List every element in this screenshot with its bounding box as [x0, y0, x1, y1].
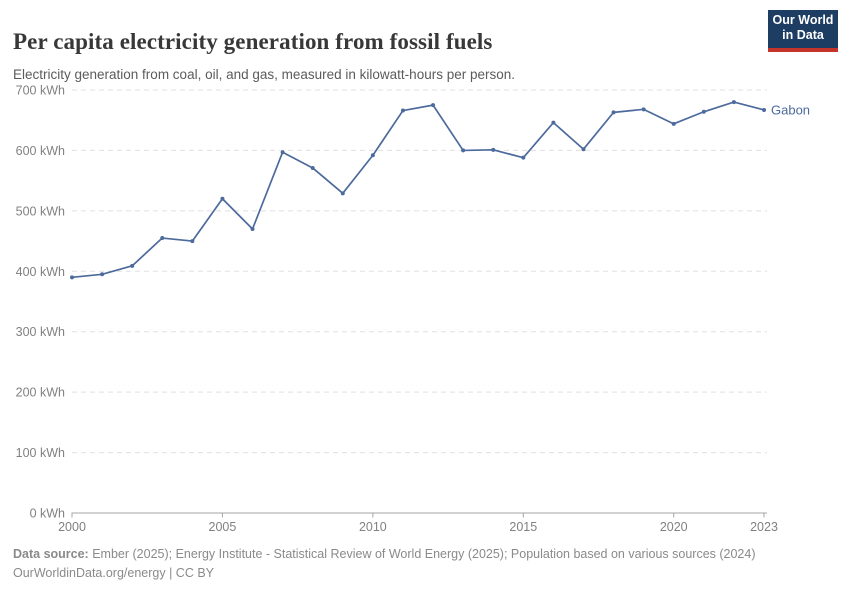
- owid-logo-line1: Our World: [772, 13, 834, 27]
- data-point[interactable]: [370, 153, 375, 158]
- chart-subtitle: Electricity generation from coal, oil, a…: [13, 66, 515, 82]
- data-point[interactable]: [731, 100, 736, 105]
- data-point[interactable]: [551, 120, 556, 125]
- y-tick-label: 100 kWh: [16, 446, 65, 460]
- y-tick-label: 200 kWh: [16, 386, 65, 400]
- data-point[interactable]: [130, 263, 135, 268]
- y-tick-label: 600 kWh: [16, 144, 65, 158]
- data-point[interactable]: [641, 107, 646, 112]
- data-point[interactable]: [280, 150, 285, 155]
- gabon-line[interactable]: [71, 101, 765, 279]
- owid-logo-line2: in Data: [782, 28, 824, 42]
- data-point[interactable]: [310, 165, 315, 170]
- data-point[interactable]: [611, 110, 616, 115]
- y-tick-label: 400 kWh: [16, 265, 65, 279]
- x-tick-label: 2020: [660, 520, 688, 534]
- x-tick-label: 2010: [359, 520, 387, 534]
- chart-title: Per capita electricity generation from f…: [13, 29, 493, 55]
- data-point[interactable]: [762, 107, 766, 112]
- y-tick-label: 0 kWh: [30, 507, 65, 521]
- x-tick-label: 2023: [750, 520, 778, 534]
- license-line[interactable]: OurWorldinData.org/energy | CC BY: [13, 566, 215, 580]
- data-source-label: Data source:: [13, 547, 89, 561]
- data-point[interactable]: [190, 239, 195, 244]
- data-point[interactable]: [521, 155, 526, 160]
- data-point[interactable]: [671, 121, 676, 126]
- data-point[interactable]: [340, 191, 345, 196]
- y-tick-label: 700 kWh: [16, 84, 65, 98]
- chart-footer: Data source: Ember (2025); Energy Instit…: [13, 545, 756, 583]
- data-point[interactable]: [581, 147, 586, 152]
- data-point[interactable]: [701, 109, 706, 114]
- data-point[interactable]: [250, 226, 255, 231]
- series-label-gabon[interactable]: Gabon: [771, 102, 810, 117]
- y-tick-label: 500 kWh: [16, 204, 65, 218]
- data-point[interactable]: [461, 148, 466, 153]
- data-point[interactable]: [220, 196, 225, 201]
- data-point[interactable]: [160, 236, 165, 241]
- y-tick-label: 300 kWh: [16, 325, 65, 339]
- data-point[interactable]: [491, 147, 496, 152]
- data-point[interactable]: [70, 275, 74, 280]
- data-point[interactable]: [100, 272, 105, 277]
- owid-logo[interactable]: Our World in Data: [768, 10, 838, 52]
- data-source-text: Ember (2025); Energy Institute - Statist…: [88, 547, 756, 561]
- x-tick-label: 2005: [209, 520, 237, 534]
- data-source-line: Data source: Ember (2025); Energy Instit…: [13, 545, 756, 564]
- data-point[interactable]: [400, 108, 405, 113]
- data-point[interactable]: [431, 103, 436, 108]
- x-tick-label: 2015: [509, 520, 537, 534]
- x-tick-label: 2000: [58, 520, 86, 534]
